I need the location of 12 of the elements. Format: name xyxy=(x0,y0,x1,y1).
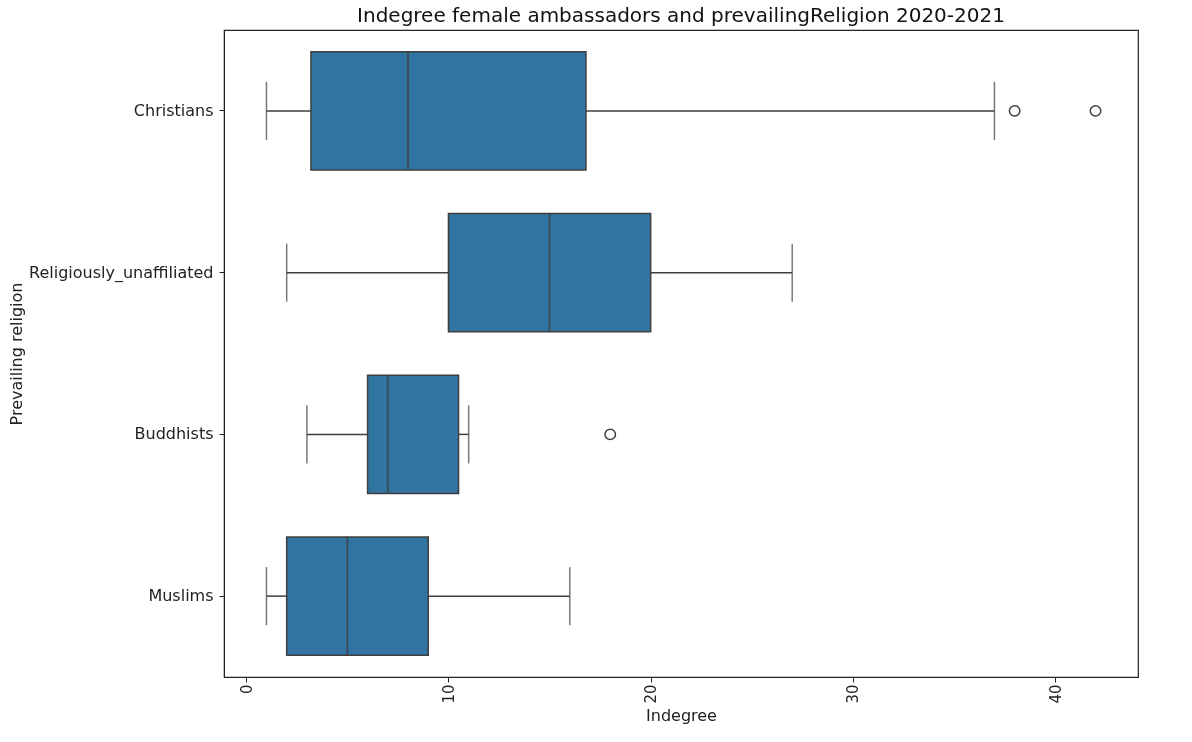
x-tick-label: 30 xyxy=(844,684,863,704)
y-axis-title: Prevailing religion xyxy=(7,282,27,426)
y-tick-label: Buddhists xyxy=(134,424,214,444)
x-tick-label: 0 xyxy=(237,684,256,695)
chart-title: Indegree female ambassadors and prevailingReligion 2020-2021 xyxy=(357,3,1005,27)
y-tick-label: Christians xyxy=(133,100,214,120)
y-tick-label: Muslims xyxy=(148,586,214,606)
x-axis-title: Indegree xyxy=(646,705,717,725)
y-tick-label: Religiously_unaffiliated xyxy=(29,262,214,283)
x-tick-label: 40 xyxy=(1046,684,1065,704)
x-tick-label: 10 xyxy=(439,684,458,704)
x-tick-label: 20 xyxy=(642,684,661,704)
